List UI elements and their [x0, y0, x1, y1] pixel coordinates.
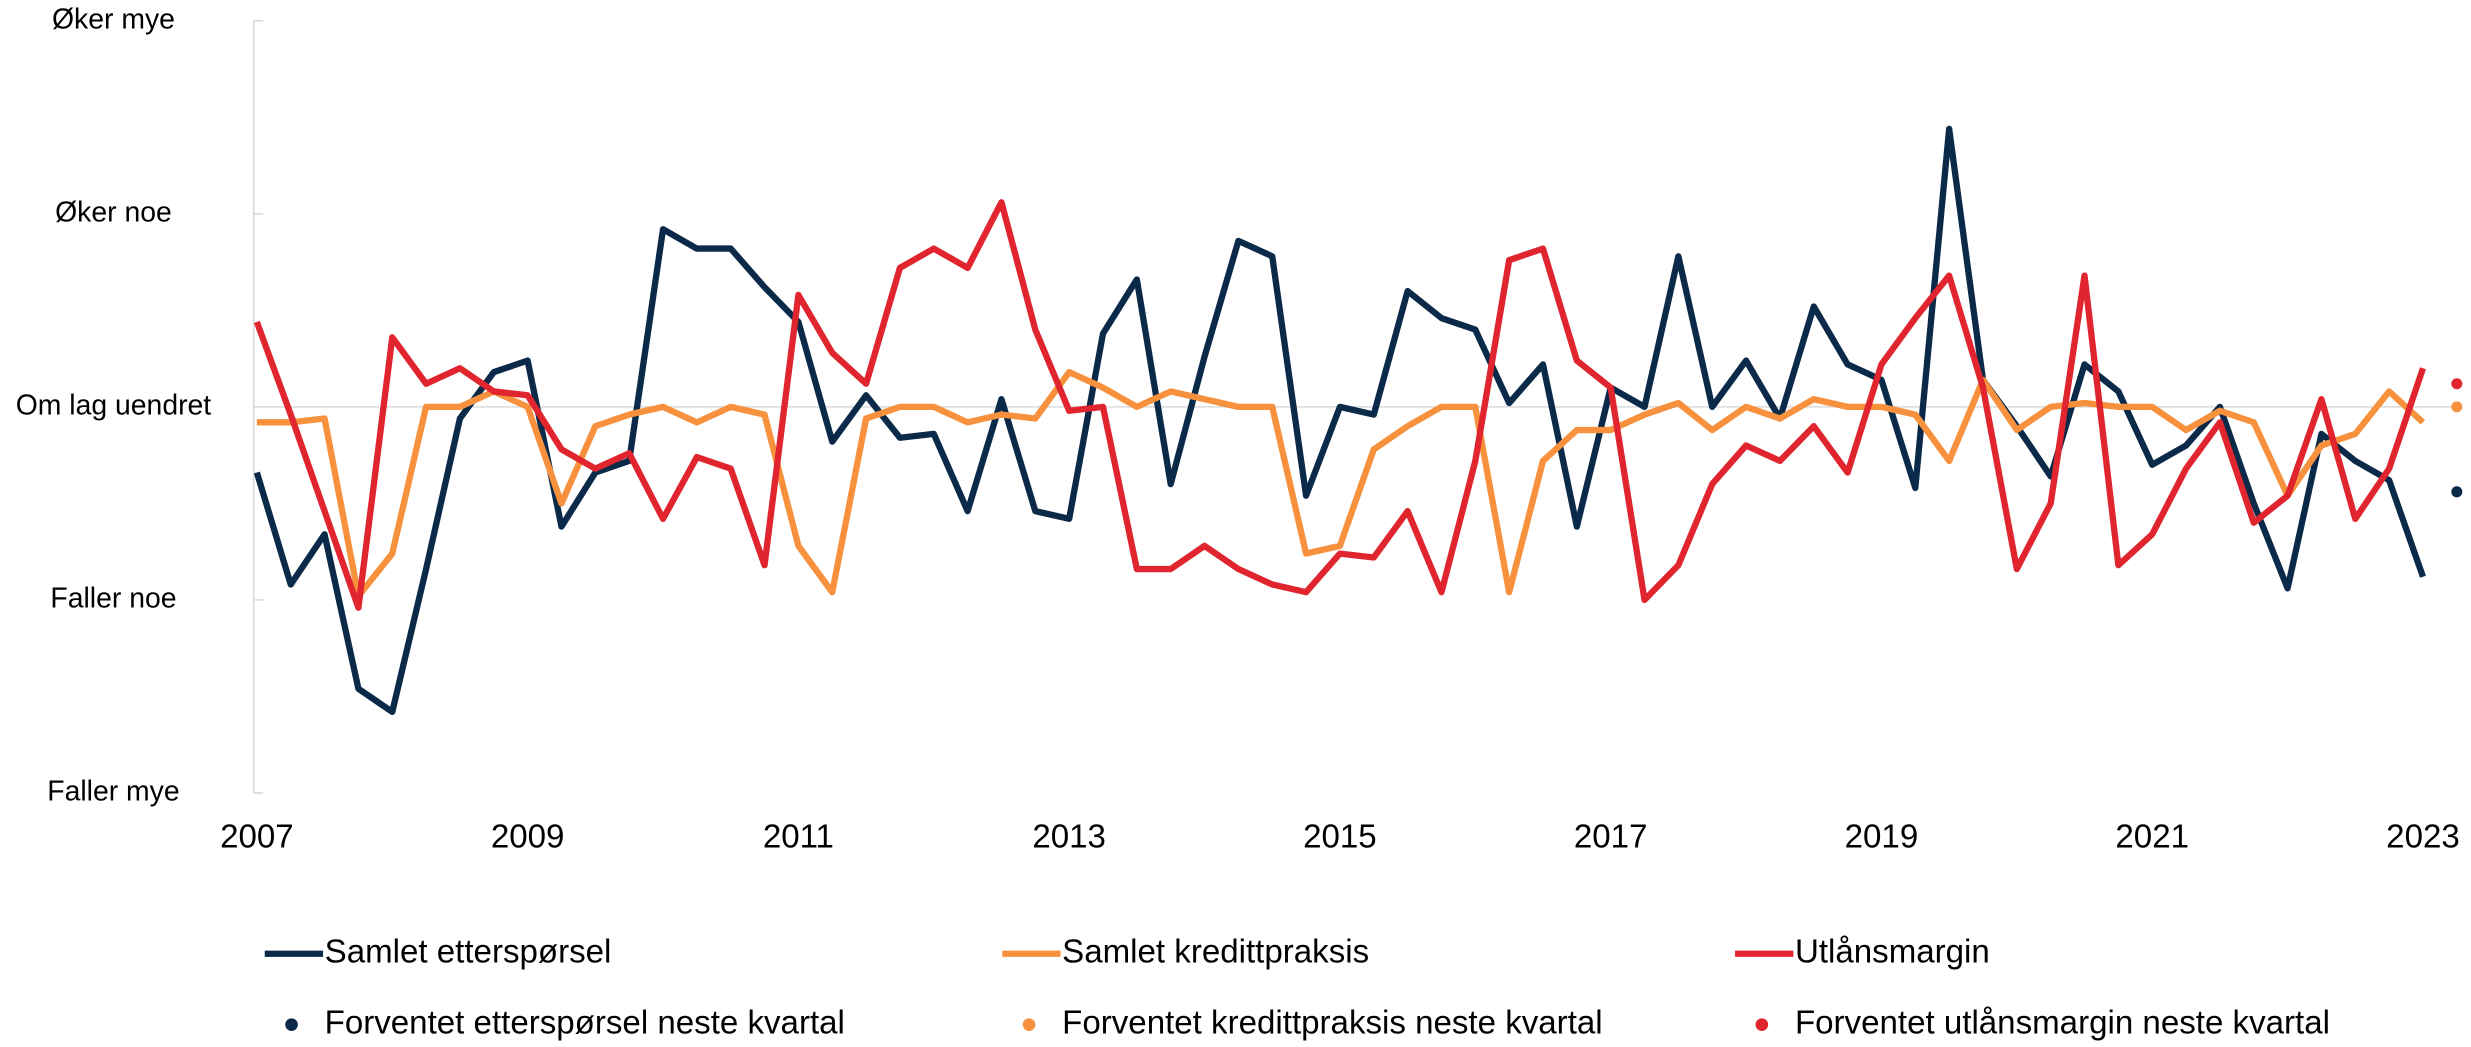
- expected-point: [2451, 401, 2463, 413]
- legend-swatch: [1022, 1018, 1036, 1031]
- legend-swatch: [285, 1018, 298, 1031]
- x-tick-label: 2007: [220, 818, 294, 855]
- y-tick-label: Om lag uendret: [16, 389, 212, 421]
- expected-point: [2451, 486, 2463, 498]
- x-tick-label: 2021: [2115, 818, 2189, 855]
- series-line: [253, 125, 2426, 716]
- x-tick-label: 2011: [763, 818, 834, 855]
- x-tick-label: 2019: [1845, 818, 1919, 855]
- y-tick-label: Faller noe: [50, 582, 176, 614]
- legend-label: Samlet etterspørsel: [325, 933, 612, 970]
- x-tick-label: 2009: [491, 818, 565, 855]
- legend-label: Forventet etterspørsel neste kvartal: [325, 1004, 845, 1041]
- y-tick-label: Faller mye: [47, 775, 179, 807]
- x-tick-label: 2013: [1032, 818, 1106, 855]
- expected-point: [2451, 378, 2463, 390]
- legend-label: Forventet kredittpraksis neste kvartal: [1062, 1004, 1603, 1041]
- x-tick-label: 2017: [1574, 818, 1648, 855]
- legend-label: Utlånsmargin: [1795, 933, 1990, 970]
- legend-label: Forventet utlånsmargin neste kvartal: [1795, 1004, 2330, 1041]
- x-tick-label: 2015: [1303, 818, 1377, 855]
- series-line: [256, 368, 2426, 600]
- y-tick-label: Øker noe: [55, 196, 172, 228]
- legend-label: Samlet kredittpraksis: [1062, 933, 1369, 970]
- series-line: [253, 199, 2426, 611]
- legend-swatch: [1755, 1018, 1769, 1031]
- y-tick-label: Øker mye: [52, 3, 175, 35]
- x-tick-label: 2023: [2386, 818, 2460, 855]
